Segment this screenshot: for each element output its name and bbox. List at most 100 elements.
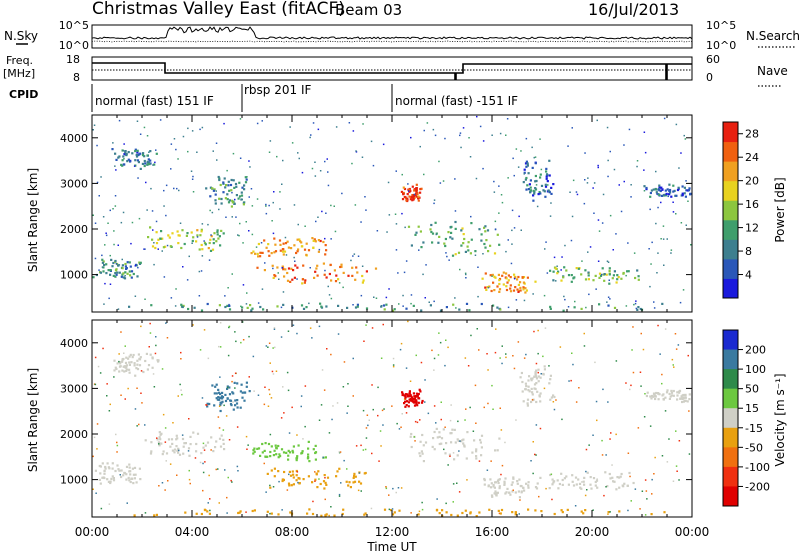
heatmap-cell [522, 286, 525, 289]
heatmap-cell [211, 384, 214, 387]
heatmap-cell [525, 137, 528, 140]
heatmap-cell [139, 133, 142, 135]
power-x-ticks [91, 115, 693, 312]
heatmap-cell [672, 184, 675, 187]
heatmap-cell [195, 442, 198, 446]
heatmap-cell [279, 208, 281, 210]
heatmap-cell [338, 451, 341, 453]
heatmap-cell [627, 242, 629, 244]
heatmap-cell [535, 369, 538, 372]
heatmap-cell [524, 162, 528, 165]
heatmap-cell [512, 355, 514, 357]
heatmap-cell [403, 195, 406, 199]
heatmap-cell [681, 185, 684, 188]
heatmap-cell [569, 191, 571, 193]
heatmap-cell [303, 281, 306, 284]
heatmap-cell [251, 233, 254, 236]
heatmap-cell [111, 148, 114, 151]
heatmap-cell [608, 273, 611, 276]
heatmap-cell [226, 387, 229, 390]
heatmap-cell [270, 469, 273, 472]
heatmap-cell [537, 368, 540, 371]
heatmap-cell [543, 365, 546, 368]
heatmap-cell [499, 512, 502, 515]
heatmap-cell [545, 487, 547, 490]
heatmap-cell [342, 386, 345, 388]
heatmap-cell [597, 260, 600, 262]
heatmap-cell [213, 392, 216, 395]
heatmap-cell [427, 412, 430, 415]
heatmap-cell [420, 450, 423, 453]
heatmap-cell [333, 205, 335, 207]
heatmap-cell [391, 513, 395, 516]
heatmap-cell [426, 122, 429, 124]
heatmap-cell [425, 264, 427, 266]
heatmap-cell [401, 198, 405, 201]
heatmap-cell [218, 345, 220, 348]
heatmap-cell [429, 228, 432, 231]
heatmap-cell [499, 308, 502, 311]
heatmap-cell [534, 371, 537, 374]
heatmap-cell [235, 216, 237, 218]
heatmap-cell [681, 194, 684, 197]
heatmap-cell [362, 449, 365, 451]
heatmap-cell [272, 232, 275, 235]
heatmap-cell [295, 474, 298, 477]
heatmap-cell [173, 187, 175, 190]
heatmap-cell [269, 455, 272, 458]
heatmap-cell [630, 384, 632, 387]
heatmap-cell [246, 292, 248, 294]
heatmap-cell [467, 249, 470, 252]
heatmap-cell [136, 275, 139, 278]
heatmap-cell [187, 307, 190, 311]
heatmap-cell [361, 156, 364, 158]
heatmap-cell [423, 129, 425, 132]
heatmap-cell [318, 248, 321, 251]
heatmap-cell [418, 196, 421, 199]
heatmap-cell [231, 273, 233, 275]
heatmap-cell [140, 370, 143, 372]
heatmap-cell [477, 266, 479, 268]
heatmap-cell [407, 320, 409, 323]
heatmap-cell [149, 452, 153, 455]
heatmap-cell [128, 270, 131, 273]
heatmap-cell [230, 189, 233, 192]
heatmap-cell [684, 195, 687, 198]
heatmap-cell [402, 294, 404, 297]
heatmap-cell [411, 397, 415, 400]
heatmap-cell [290, 247, 293, 250]
heatmap-cell [121, 369, 124, 372]
heatmap-cell [287, 482, 291, 485]
heatmap-cell [191, 242, 193, 244]
heatmap-cell [239, 118, 242, 120]
heatmap-cell [362, 409, 365, 412]
heatmap-cell [534, 453, 536, 456]
heatmap-cell [319, 482, 322, 486]
heatmap-cell [308, 460, 311, 463]
heatmap-cell [205, 187, 208, 190]
heatmap-cell [675, 194, 678, 197]
heatmap-cell [348, 481, 351, 484]
heatmap-cell [611, 464, 613, 466]
heatmap-cell [387, 181, 390, 184]
heatmap-cell [644, 393, 646, 395]
heatmap-cell [180, 351, 182, 354]
heatmap-cell [164, 245, 167, 248]
heatmap-cell [228, 386, 231, 389]
heatmap-cell [509, 290, 513, 293]
heatmap-cell [132, 473, 135, 476]
heatmap-cell [580, 273, 583, 276]
nsearch-label: N.Search [746, 29, 800, 43]
heatmap-cell [170, 438, 174, 441]
heatmap-cell [267, 346, 269, 348]
heatmap-cell [535, 179, 538, 183]
heatmap-cell [607, 261, 610, 263]
heatmap-cell [633, 303, 635, 306]
heatmap-cell [248, 230, 250, 232]
heatmap-cell [589, 483, 592, 486]
heatmap-cell [662, 393, 665, 396]
heatmap-cell [497, 273, 500, 276]
heatmap-cell [94, 383, 97, 386]
heatmap-cell [484, 286, 487, 289]
heatmap-cell [278, 278, 280, 280]
